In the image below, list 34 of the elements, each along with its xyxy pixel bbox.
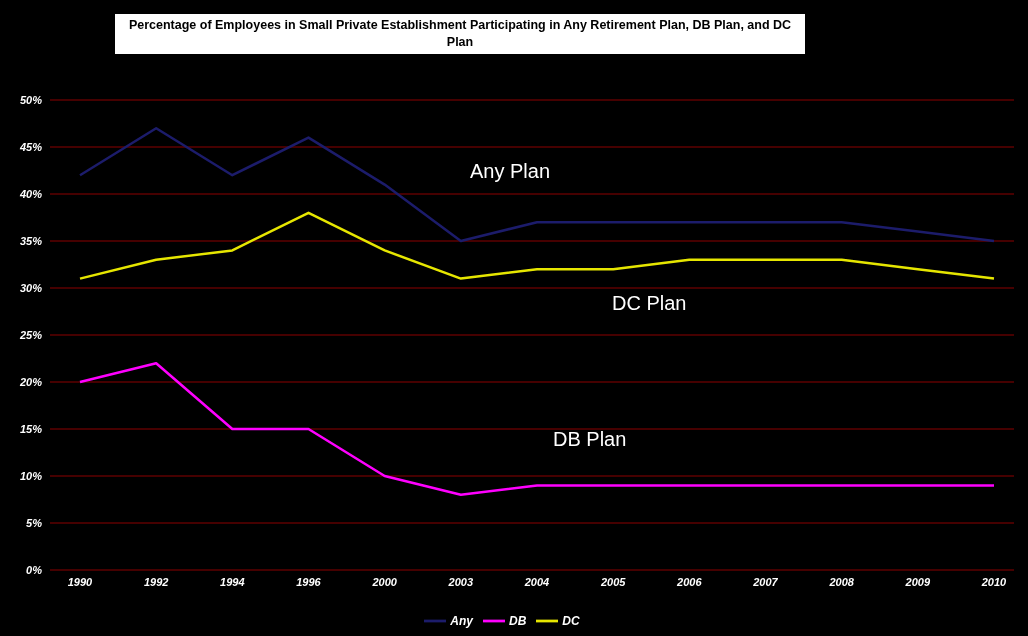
annotation: Any Plan — [470, 160, 551, 183]
x-tick-label: 2005 — [599, 575, 627, 588]
y-tick-label: 25% — [18, 328, 43, 341]
y-tick-label: 10% — [19, 469, 43, 482]
legend-label: DC — [562, 614, 580, 629]
x-tick-label: 2004 — [523, 575, 550, 588]
y-tick-label: 35% — [19, 234, 43, 247]
y-tick-label: 30% — [19, 281, 43, 294]
x-tick-label: 2003 — [447, 575, 474, 588]
y-tick-label: 20% — [18, 375, 43, 388]
annotation: DB Plan — [553, 428, 627, 451]
x-tick-label: 1994 — [220, 575, 245, 588]
line-series — [78, 126, 996, 243]
x-tick-label: 2006 — [676, 575, 703, 588]
x-tick-label: 2010 — [980, 575, 1008, 588]
x-tick-label: 2008 — [828, 575, 855, 588]
x-tick-label: 1990 — [67, 575, 94, 588]
x-tick-label: 2000 — [371, 575, 398, 588]
legend-label: DB — [508, 614, 527, 629]
y-tick-label: 15% — [19, 422, 43, 435]
line-series — [78, 361, 996, 497]
y-tick-label: 40% — [18, 187, 43, 200]
legend-label: Any — [450, 614, 473, 629]
line-series — [78, 211, 996, 280]
y-tick-label: 50% — [19, 93, 43, 106]
x-tick-label: 2007 — [752, 575, 779, 588]
y-tick-label: 5% — [26, 516, 43, 529]
x-tick-label: 1996 — [296, 575, 322, 588]
y-tick-label: 45% — [18, 140, 43, 153]
chart-title: Percentage of Employees in Small Private Establishment Participating in Any Retirement Plan, DB Plan, and DC Plan — [115, 14, 805, 54]
annotation: DC Plan — [612, 292, 687, 315]
y-tick-label: 0% — [26, 563, 43, 576]
x-tick-label: 2009 — [904, 575, 931, 588]
x-tick-label: 1992 — [143, 575, 169, 588]
